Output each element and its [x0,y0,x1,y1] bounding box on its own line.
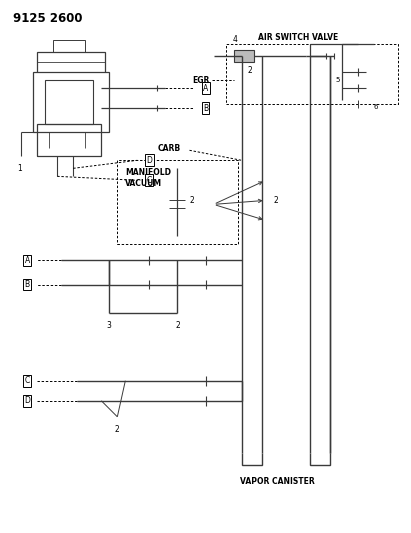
Text: 2: 2 [175,321,180,329]
Text: A: A [25,256,30,265]
Text: MANIFOLD
VACUUM: MANIFOLD VACUUM [125,168,171,189]
Text: 2: 2 [189,196,194,205]
Text: C: C [147,176,152,185]
Text: VAPOR CANISTER: VAPOR CANISTER [240,477,315,486]
Text: 1: 1 [17,164,21,173]
Text: A: A [203,84,208,93]
Text: D: D [146,156,152,165]
Text: 6: 6 [374,104,378,110]
Text: 4: 4 [233,35,238,44]
Text: AIR SWITCH VALVE: AIR SWITCH VALVE [258,33,338,42]
Text: 2: 2 [274,196,278,205]
Text: 5: 5 [335,77,340,83]
Text: D: D [24,396,30,405]
Text: 3: 3 [107,321,112,329]
Text: 2: 2 [247,66,252,75]
Text: B: B [25,280,30,289]
Text: CARB: CARB [157,144,180,153]
Text: B: B [203,104,208,112]
Text: 2: 2 [115,425,120,434]
Text: EGR: EGR [192,76,210,85]
Bar [233,50,254,62]
Bar [53,40,85,52]
Text: C: C [25,376,30,385]
Text: 9125 2600: 9125 2600 [13,12,83,25]
